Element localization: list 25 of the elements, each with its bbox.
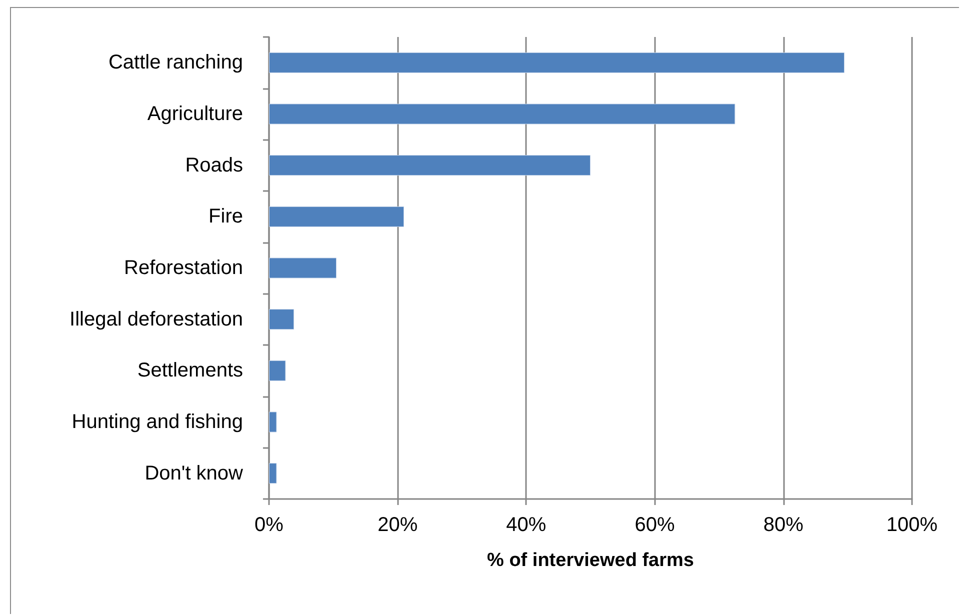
bar: [269, 258, 337, 278]
bar: [269, 155, 590, 176]
x-tick-label: 80%: [763, 514, 804, 536]
bar: [269, 360, 286, 381]
y-tick-label: Fire: [208, 206, 243, 228]
y-tick-label: Illegal deforestation: [70, 308, 243, 330]
bar: [269, 463, 277, 484]
x-tick-label: 100%: [886, 514, 938, 536]
x-tick-label: 40%: [506, 514, 546, 536]
y-tick-label: Agriculture: [147, 103, 243, 125]
x-axis-title: % of interviewed farms: [487, 550, 694, 571]
bar: [269, 309, 294, 330]
y-tick-label: Roads: [185, 154, 243, 176]
bar: [269, 104, 736, 124]
bar: [269, 206, 404, 227]
x-tick-label: 0%: [254, 514, 284, 536]
x-tick-label: 60%: [634, 514, 676, 536]
y-tick-label: Settlements: [137, 360, 243, 382]
y-tick-label: Don't know: [144, 462, 244, 484]
x-tick-label: 20%: [378, 514, 418, 536]
bar: [269, 412, 277, 432]
y-tick-label: Cattle ranching: [108, 52, 243, 74]
bar: [269, 52, 844, 73]
y-tick-label: Reforestation: [124, 257, 243, 279]
y-tick-label: Hunting and fishing: [72, 411, 243, 433]
